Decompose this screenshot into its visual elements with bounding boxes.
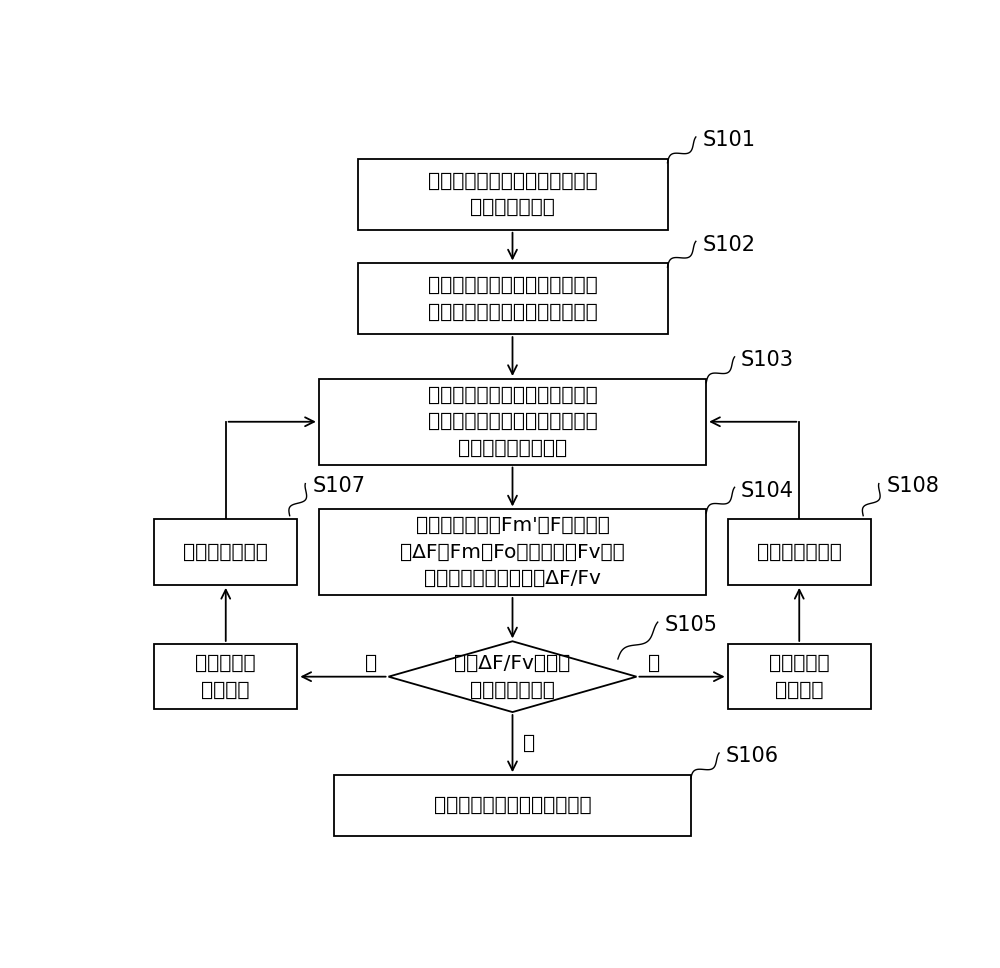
Bar xyxy=(319,378,706,465)
Text: S106: S106 xyxy=(726,746,779,767)
Bar xyxy=(728,520,871,585)
Text: S104: S104 xyxy=(741,481,794,500)
Text: S108: S108 xyxy=(886,476,939,496)
Text: S105: S105 xyxy=(664,616,717,635)
Text: S107: S107 xyxy=(313,476,366,496)
Bar xyxy=(358,263,668,334)
Text: 否: 否 xyxy=(365,653,377,673)
Text: 测量光强下的实际光合效率和相
对电子传递速率: 测量光强下的实际光合效率和相 对电子传递速率 xyxy=(428,171,597,217)
Text: 小于预定范
围的下限: 小于预定范 围的下限 xyxy=(195,654,256,700)
Bar xyxy=(358,159,668,229)
Text: S101: S101 xyxy=(702,131,755,150)
Text: 绘制相对电子传递速率随光强变
化的响应曲线，获取半饱和光强: 绘制相对电子传递速率随光强变 化的响应曲线，获取半饱和光强 xyxy=(428,276,597,321)
Bar xyxy=(728,644,871,710)
Text: 否: 否 xyxy=(648,653,660,673)
Text: 比值ΔF/Fv是否处
于预定范围内？: 比值ΔF/Fv是否处 于预定范围内？ xyxy=(454,654,571,700)
Bar xyxy=(319,509,706,595)
Text: 以半饱和光强或者接近半饱和光
强的光强作为光化光强度，测量
叶绿素荧光诱导曲线: 以半饱和光强或者接近半饱和光 强的光强作为光化光强度，测量 叶绿素荧光诱导曲线 xyxy=(428,386,597,458)
Text: 升高光化光强度: 升高光化光强度 xyxy=(757,543,842,561)
Polygon shape xyxy=(388,641,637,712)
Text: 大于预定范
围的上限: 大于预定范 围的上限 xyxy=(769,654,830,700)
Text: 是: 是 xyxy=(523,734,535,753)
Bar xyxy=(154,644,297,710)
Bar xyxy=(154,520,297,585)
Text: 降低光化光强度: 降低光化光强度 xyxy=(183,543,268,561)
Bar xyxy=(334,775,691,836)
Text: 计算光适应后的Fm'与F之间的差
值ΔF和Fm与Fo之间的差值Fv，并
计算上述两差值的比值ΔF/Fv: 计算光适应后的Fm'与F之间的差 值ΔF和Fm与Fo之间的差值Fv，并 计算上述… xyxy=(400,516,625,589)
Text: 确定当前的光强为光化光强度: 确定当前的光强为光化光强度 xyxy=(434,796,591,815)
Text: S103: S103 xyxy=(741,350,794,371)
Text: S102: S102 xyxy=(702,234,755,255)
